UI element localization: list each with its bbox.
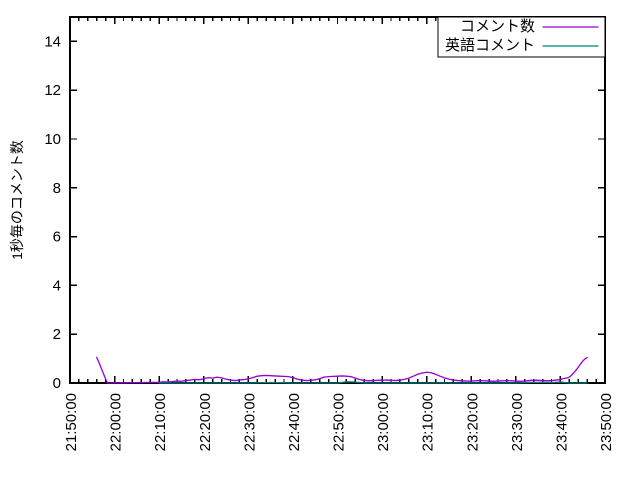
x-tick-label: 22:40:00 xyxy=(286,393,303,451)
series-line-comment-count xyxy=(96,356,588,384)
legend-label-english-comment: 英語コメント xyxy=(445,36,535,54)
y-axis-ticks xyxy=(70,40,605,384)
x-axis-ticks xyxy=(69,17,606,383)
x-tick-label: 23:10:00 xyxy=(420,393,437,451)
x-tick-label: 21:50:00 xyxy=(63,393,80,451)
x-tick-label: 22:10:00 xyxy=(152,393,169,451)
y-axis-tick-labels: 0 2 4 6 8 10 12 14 xyxy=(44,33,61,392)
x-tick-label: 22:30:00 xyxy=(241,393,258,451)
plot-area-border xyxy=(69,16,606,384)
y-tick-label: 10 xyxy=(44,131,61,148)
legend-label-comment-count: コメント数 xyxy=(460,18,535,35)
x-tick-label: 22:20:00 xyxy=(197,393,214,451)
series-line-english-comment xyxy=(158,381,588,384)
x-tick-label: 23:40:00 xyxy=(553,393,570,451)
y-tick-label: 14 xyxy=(44,33,61,50)
x-axis-tick-labels: 21:50:00 22:00:00 22:10:00 22:20:00 22:30:00… xyxy=(63,393,615,451)
y-tick-label: 2 xyxy=(53,326,61,343)
y-axis-label: 1秒毎のコメント数 xyxy=(9,140,25,260)
legend-background xyxy=(437,16,606,58)
x-tick-label: 23:20:00 xyxy=(464,393,481,451)
x-tick-label: 23:30:00 xyxy=(509,393,526,451)
y-tick-label: 6 xyxy=(53,229,61,246)
y-tick-label: 8 xyxy=(53,180,61,197)
y-tick-label: 0 xyxy=(53,375,61,392)
legend: コメント数 英語コメント xyxy=(437,16,606,58)
x-tick-label: 22:00:00 xyxy=(108,393,125,451)
x-tick-label: 22:50:00 xyxy=(331,393,348,451)
series-layer xyxy=(96,356,588,384)
y-tick-label: 4 xyxy=(53,277,61,294)
x-tick-label: 23:50:00 xyxy=(598,393,615,451)
y-tick-label: 12 xyxy=(44,82,61,99)
x-tick-label: 23:00:00 xyxy=(375,393,392,451)
